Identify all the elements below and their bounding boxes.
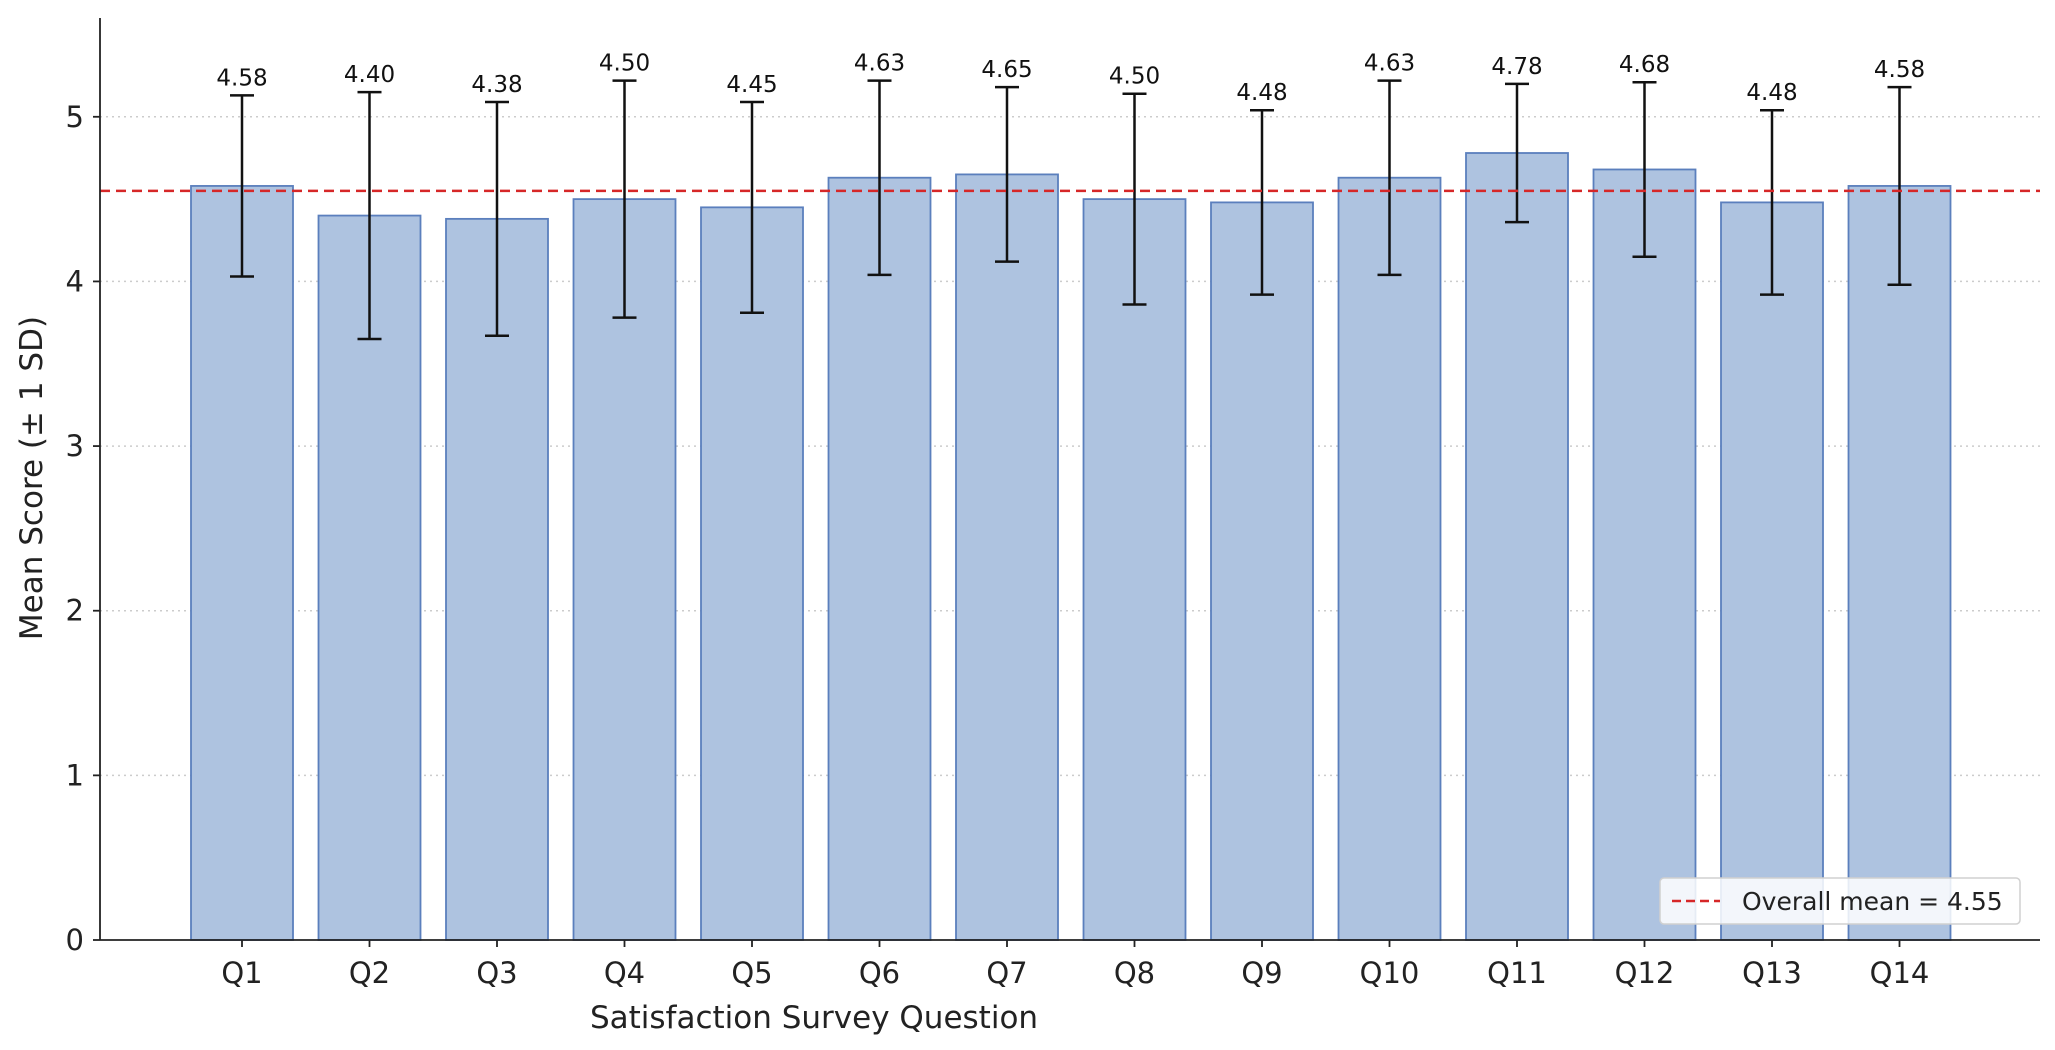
tick-labels: Q1 Q2 Q3 Q4 Q5 Q6 Q7 Q8 Q9 Q10 Q11 Q12 Q13 Q14 0 1 2 3 4 5 <box>66 100 1930 990</box>
x-tick-label-q12: Q12 <box>1615 956 1675 990</box>
error-bar-q1 <box>230 94 254 278</box>
data-label-q4: 4.50 <box>599 51 650 77</box>
bar-q5 <box>700 206 804 941</box>
data-label-q7: 4.65 <box>981 57 1032 83</box>
error-bar-q12 <box>1632 80 1657 258</box>
x-tick-label-q8: Q8 <box>1114 956 1155 990</box>
x-tick-label-q7: Q7 <box>986 956 1027 990</box>
data-label-q10: 4.63 <box>1364 51 1415 77</box>
data-label-q13: 4.48 <box>1746 80 1797 106</box>
bar-q7 <box>955 173 1059 941</box>
x-tick-label-q1: Q1 <box>221 956 262 990</box>
error-bar-q8 <box>1122 92 1147 306</box>
x-tick-label-q10: Q10 <box>1360 956 1420 990</box>
y-axis-label: Mean Score (± 1 SD) <box>14 316 50 640</box>
data-labels: 4.58 4.40 4.38 4.50 4.45 4.63 4.65 4.50 4.48 4.63… <box>216 51 1925 107</box>
x-tick-label-q6: Q6 <box>859 956 900 990</box>
x-tick-label-q2: Q2 <box>349 956 390 990</box>
error-bar-q3 <box>485 100 509 338</box>
bar-q11 <box>1465 152 1569 941</box>
error-bar-q9 <box>1250 108 1274 296</box>
x-tick-label-q9: Q9 <box>1241 956 1282 990</box>
bar-q14 <box>1847 185 1952 941</box>
error-bar-q4 <box>612 79 637 319</box>
error-bar-q13 <box>1760 108 1784 296</box>
data-label-q12: 4.68 <box>1619 52 1670 78</box>
x-tick-label-q14: Q14 <box>1870 956 1930 990</box>
error-bar-q6 <box>867 79 892 277</box>
x-tick-label-q3: Q3 <box>476 956 517 990</box>
error-bars <box>230 79 1912 341</box>
data-label-q14: 4.58 <box>1874 57 1925 83</box>
error-bar-q2 <box>357 90 382 341</box>
bar-q9 <box>1210 201 1314 941</box>
y-tick-label: 5 <box>66 100 84 134</box>
x-tick-label-q13: Q13 <box>1742 956 1802 990</box>
bar-q1 <box>190 185 294 941</box>
data-label-q11: 4.78 <box>1491 54 1542 80</box>
error-bar-q5 <box>740 100 764 314</box>
legend-label: Overall mean = 4.55 <box>1742 887 2003 916</box>
bar-q6 <box>827 176 932 941</box>
data-label-q5: 4.45 <box>726 72 777 98</box>
x-tick-label-q4: Q4 <box>604 956 645 990</box>
y-tick-label: 0 <box>66 923 84 957</box>
bar-q13 <box>1720 201 1824 941</box>
legend-box <box>1659 877 2021 925</box>
bar-q3 <box>445 217 549 941</box>
data-label-q8: 4.50 <box>1109 64 1160 90</box>
error-bar-q7 <box>995 85 1019 263</box>
x-axis-label: Satisfaction Survey Question <box>590 1000 1038 1036</box>
bars <box>190 152 1952 941</box>
y-tick-label: 2 <box>66 594 84 628</box>
error-bar-q11 <box>1505 82 1529 224</box>
bar-q8 <box>1082 198 1187 941</box>
data-label-q3: 4.38 <box>471 72 522 98</box>
axes <box>93 18 2040 947</box>
y-tick-label: 4 <box>66 264 84 298</box>
y-tick-label: 1 <box>66 758 84 792</box>
error-bar-q10 <box>1377 79 1402 277</box>
data-label-q1: 4.58 <box>216 65 267 91</box>
bar-q10 <box>1337 176 1442 941</box>
y-tick-label: 3 <box>66 429 84 463</box>
error-bar-q14 <box>1887 85 1912 286</box>
x-tick-label-q5: Q5 <box>731 956 772 990</box>
data-label-q9: 4.48 <box>1236 80 1287 106</box>
x-tick-label-q11: Q11 <box>1487 956 1547 990</box>
data-label-q2: 4.40 <box>344 62 395 88</box>
data-label-q6: 4.63 <box>854 51 905 77</box>
bar-q12 <box>1592 168 1697 941</box>
legend: Overall mean = 4.55 <box>1659 877 2021 925</box>
